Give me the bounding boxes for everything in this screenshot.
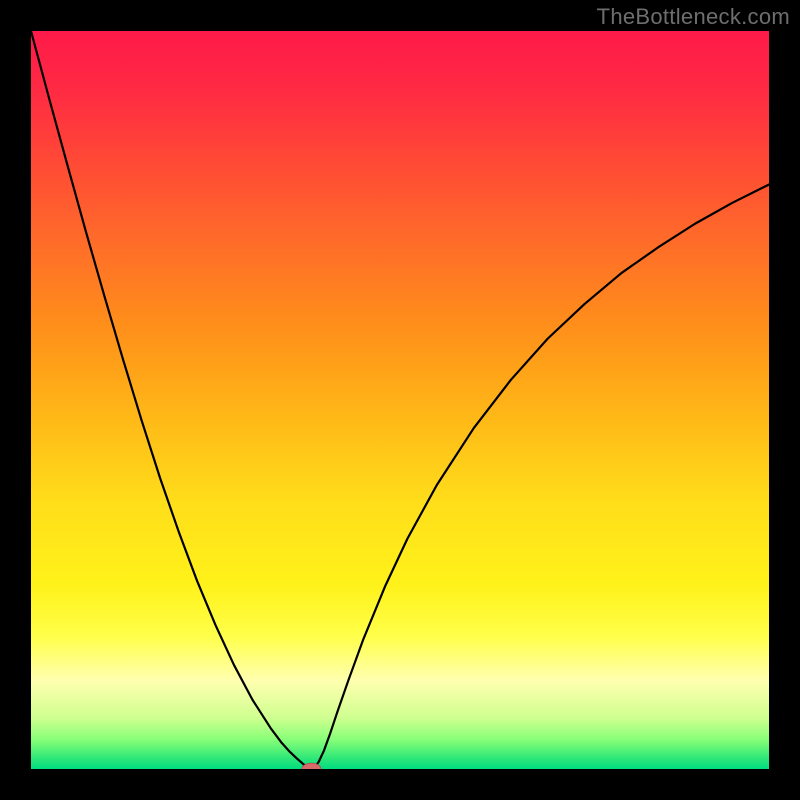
watermark-text: TheBottleneck.com: [597, 4, 790, 30]
chart-container: TheBottleneck.com: [0, 0, 800, 800]
plot-area: [31, 31, 769, 769]
gradient-background: [31, 31, 769, 769]
plot-svg: [31, 31, 769, 769]
